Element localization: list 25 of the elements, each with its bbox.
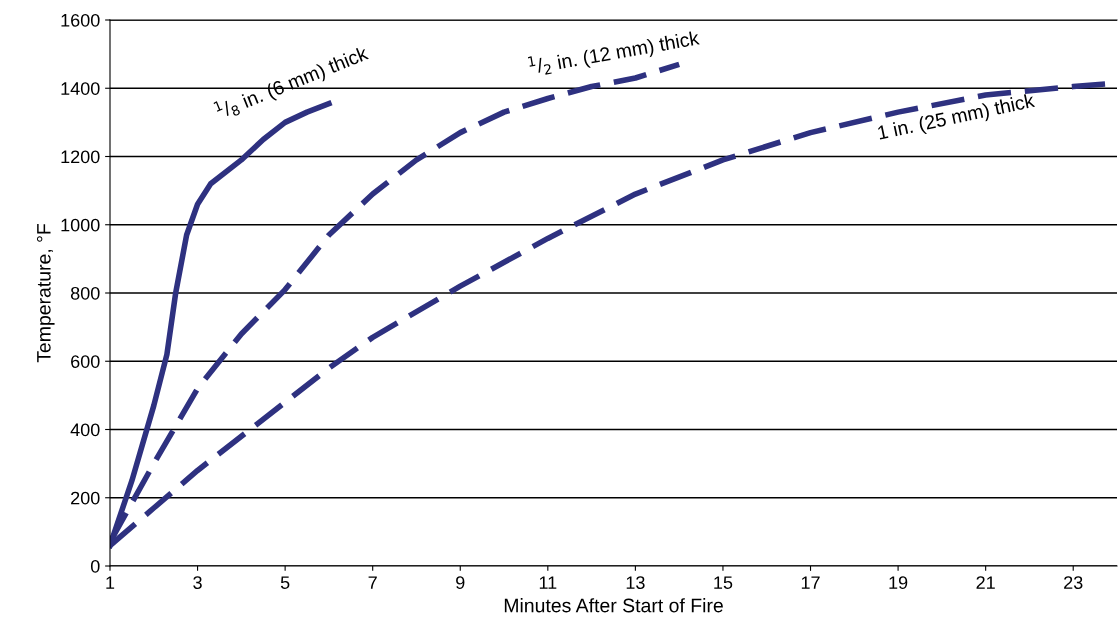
y-tick-label: 1000	[61, 218, 100, 232]
x-tick-label: 21	[976, 576, 995, 589]
y-tick-label: 200	[71, 491, 100, 505]
x-tick-label: 3	[193, 576, 202, 589]
y-tick-label: 1400	[61, 82, 100, 95]
x-axis-title: Minutes After Start of Fire	[504, 598, 723, 613]
y-tick-label: 1600	[61, 13, 100, 27]
y-axis-title: Temperature, °F	[36, 223, 55, 363]
x-tick-label: 19	[889, 576, 908, 589]
x-tick-label: 15	[714, 576, 733, 589]
annotation: $^{1}$/$_{2}$ in. (12 mm) thick	[527, 27, 701, 78]
x-tick-label: 5	[280, 576, 290, 589]
y-tick-label: 0	[90, 559, 100, 573]
y-tick-label: 800	[70, 286, 100, 300]
annotation: 1 in. (25 mm) thick	[877, 92, 1036, 144]
x-tick-label: 1	[106, 576, 115, 589]
x-tick-label: 17	[801, 576, 820, 589]
x-tick-label: 7	[368, 576, 377, 589]
x-tick-label: 13	[626, 576, 645, 589]
y-tick-label: 600	[71, 355, 100, 368]
y-tick-label: 1200	[61, 150, 100, 164]
x-tick-label: 9	[456, 576, 465, 589]
y-tick-label: 400	[70, 423, 100, 437]
x-tick-label: 23	[1064, 576, 1083, 589]
x-tick-label: 11	[539, 576, 557, 589]
